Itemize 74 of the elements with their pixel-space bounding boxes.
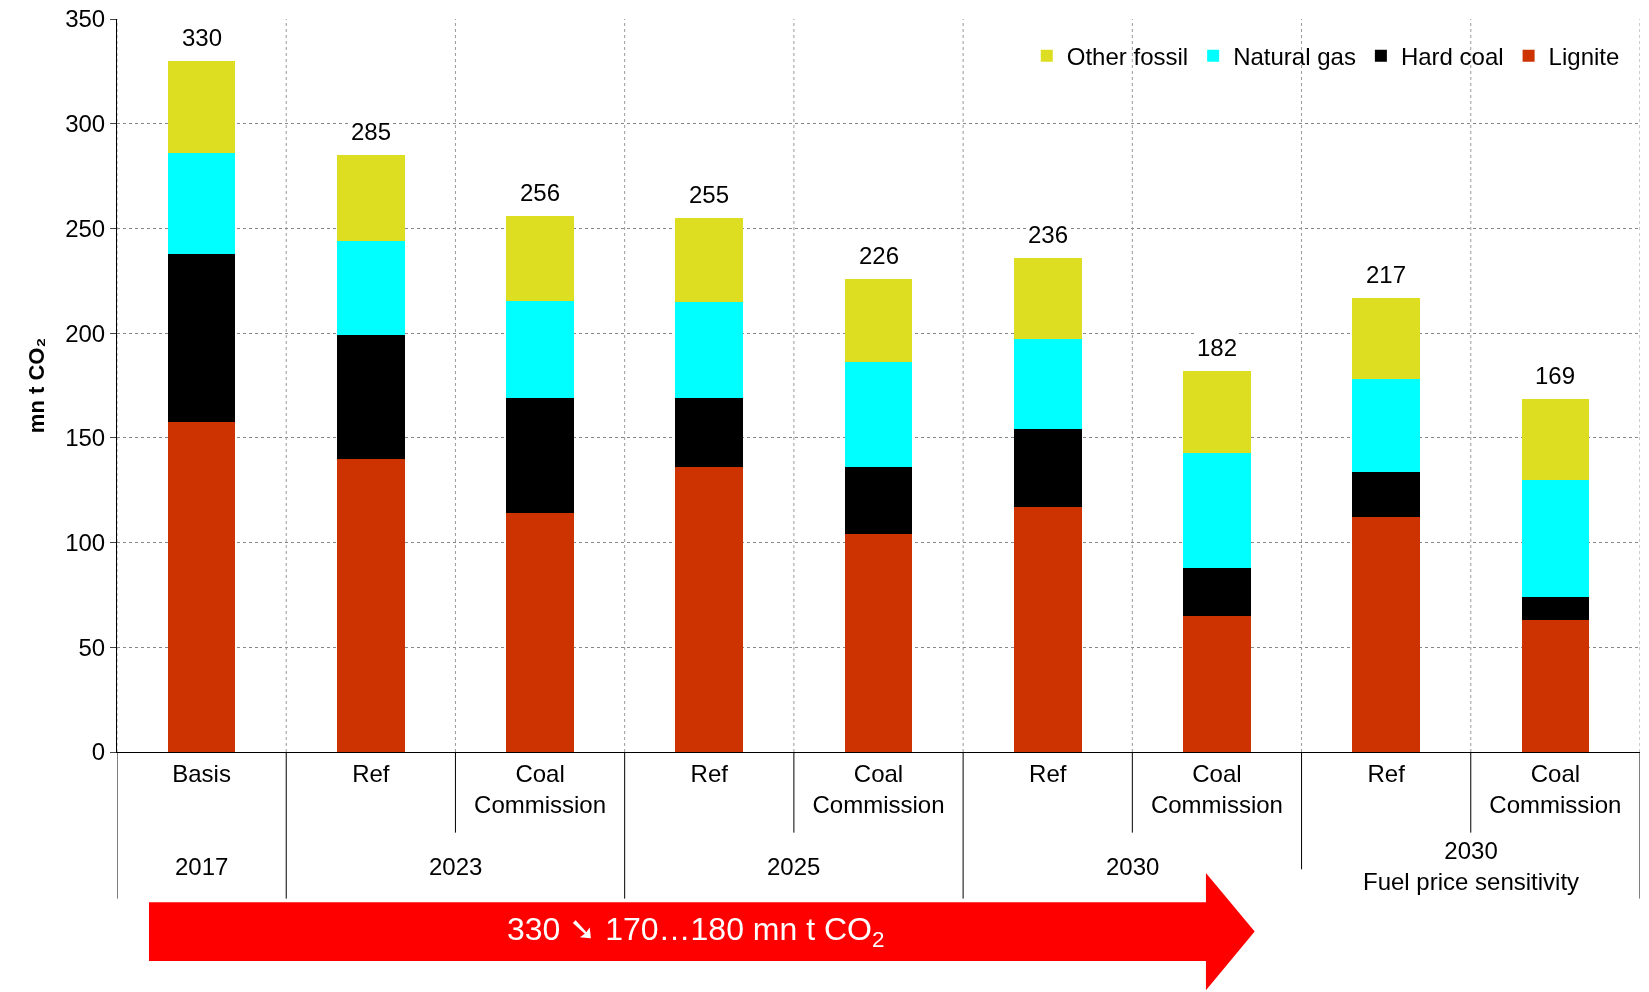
legend-label: Lignite: [1548, 43, 1620, 71]
y-tick-label: 50: [78, 633, 106, 661]
bar: [1521, 620, 1590, 752]
total-label: 169: [1535, 362, 1576, 389]
x-tick-label: Coal Commission: [1489, 759, 1622, 818]
bar: [336, 240, 405, 336]
x-tick-label: Coal Commission: [1150, 759, 1283, 818]
text: 330 ➘ 170…180 mn t CO$_{2}$: [507, 911, 885, 952]
y-tick-label: 200: [65, 319, 106, 347]
bar: [1183, 452, 1251, 568]
bar: [844, 278, 913, 363]
bar: [1352, 379, 1421, 473]
bar: [506, 513, 574, 752]
y-tick-label: 350: [65, 5, 106, 33]
text: 2025: [767, 853, 821, 880]
total-label: 285: [351, 118, 392, 145]
bar: [506, 398, 574, 514]
bar: [1352, 472, 1421, 518]
y-tick-label: 300: [65, 110, 106, 138]
bar: [336, 458, 405, 752]
y-tick-label: 150: [65, 424, 106, 452]
bar: [1013, 429, 1082, 507]
bar: [1013, 339, 1082, 430]
bar: [336, 155, 405, 241]
x-tick-label: Ref: [1029, 759, 1067, 787]
y-tick-label: 0: [91, 738, 106, 766]
x-tick-label: Coal Commission: [474, 759, 607, 818]
bar: [844, 467, 913, 535]
total-label: 330: [182, 24, 223, 51]
text: 2017: [175, 853, 229, 880]
bar: [675, 301, 744, 399]
text: Fuel price sensitivity: [1363, 868, 1580, 896]
legend-label: Natural gas: [1233, 43, 1356, 71]
x-tick-label: Basis: [172, 759, 231, 787]
bar: [167, 422, 236, 752]
bar: [1183, 370, 1251, 453]
total-label: 226: [859, 242, 900, 269]
bar: [1521, 597, 1590, 621]
bar: [1183, 567, 1251, 616]
text: 2023: [429, 853, 483, 880]
bar: [167, 253, 236, 423]
total-label: 256: [520, 179, 561, 206]
text: 2030: [1444, 837, 1498, 864]
bar: [167, 60, 236, 154]
x-tick-label: Ref: [1367, 759, 1406, 787]
total-label: 182: [1197, 334, 1238, 361]
bar: [1183, 615, 1251, 752]
x-tick-label: Ref: [352, 759, 390, 787]
bar: [675, 467, 744, 752]
bar: [506, 215, 574, 301]
bar: [1352, 517, 1421, 752]
bar: [844, 362, 913, 468]
total-label: 217: [1366, 261, 1407, 288]
bar: [1352, 297, 1421, 380]
bar: [506, 300, 574, 399]
total-label: 236: [1028, 221, 1069, 248]
y-tick-label: 250: [65, 214, 106, 242]
y-axis-title: mn t CO₂: [23, 337, 49, 434]
x-tick-label: Ref: [690, 759, 729, 787]
text: 2030: [1106, 853, 1160, 880]
bar: [1521, 479, 1590, 598]
legend-label: Hard coal: [1400, 43, 1504, 71]
bar: [844, 534, 913, 752]
total-label: 255: [689, 181, 730, 208]
bar: [675, 217, 744, 302]
bar: [1521, 399, 1590, 480]
bar: [675, 398, 744, 468]
bar: [1013, 506, 1082, 752]
legend-label: Other fossil: [1066, 43, 1189, 71]
y-tick-label: 100: [65, 528, 106, 556]
x-tick-label: Coal Commission: [812, 759, 945, 818]
bar: [336, 335, 405, 459]
bar: [1013, 257, 1082, 340]
bar: [167, 153, 236, 254]
